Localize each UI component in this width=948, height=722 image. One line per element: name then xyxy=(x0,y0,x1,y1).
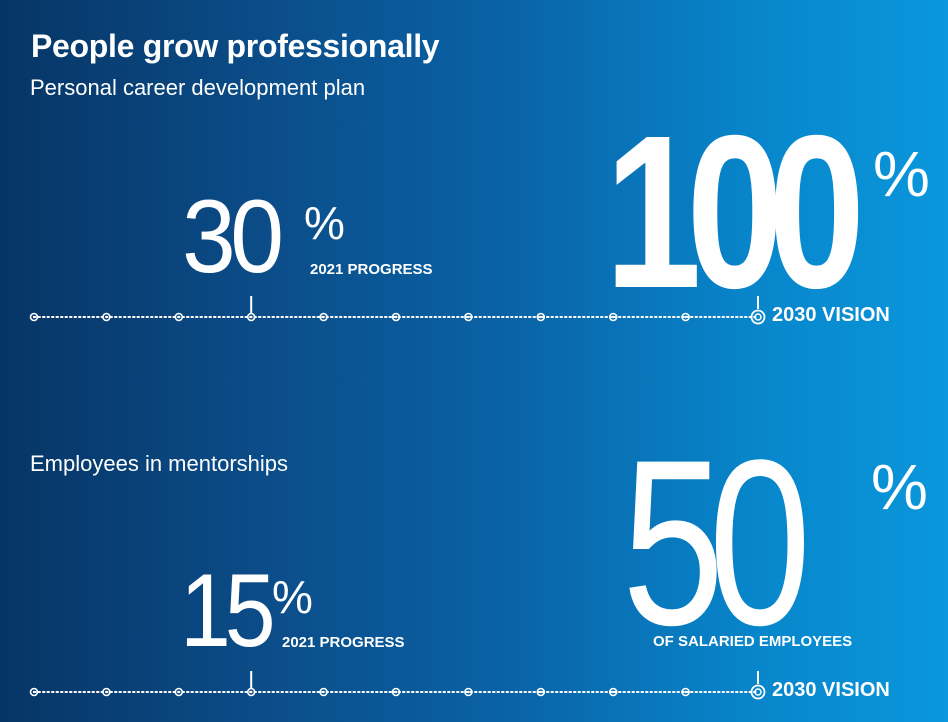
metric-2-progress-percent-symbol: % xyxy=(272,571,313,623)
metric-1-progress-percent-symbol: % xyxy=(304,197,345,249)
timeline-node xyxy=(464,312,473,322)
page-title: People grow professionally xyxy=(31,28,440,64)
timeline-node xyxy=(174,312,184,322)
timeline-node-dot xyxy=(394,315,398,319)
timeline-node xyxy=(536,687,546,697)
timeline-node-dot xyxy=(467,690,470,694)
metric-2-label: Employees in mentorships xyxy=(30,451,289,476)
timeline-node xyxy=(681,312,690,322)
timeline-node xyxy=(246,687,256,697)
metric-1-vision-percent-symbol: % xyxy=(873,138,930,210)
timeline-node-dot xyxy=(394,690,398,694)
metric-2-vision-value: 50 xyxy=(622,411,811,675)
timeline-node xyxy=(464,687,473,697)
timeline-vision-node xyxy=(750,309,766,325)
timeline-node xyxy=(608,312,618,322)
metric-1-label: Personal career development plan xyxy=(30,75,366,100)
timeline-node xyxy=(174,687,184,697)
timeline-node xyxy=(391,687,401,697)
metric-2-timeline xyxy=(29,671,766,700)
metric-1-progress-value: 30 xyxy=(182,179,284,295)
timeline-node-dot xyxy=(32,690,36,694)
timeline-node-dot xyxy=(539,690,542,694)
timeline-node-dot xyxy=(250,315,253,319)
metric-1-vision-label: 2030 VISION xyxy=(772,304,890,326)
timeline-node-dot xyxy=(684,690,687,694)
metric-2-vision-percent-symbol: % xyxy=(871,451,928,523)
timeline-node-dot xyxy=(32,315,36,319)
timeline-node-dot xyxy=(539,315,542,319)
timeline-node xyxy=(319,687,328,697)
timeline-node-dot xyxy=(105,690,108,694)
metric-2-vision-label: 2030 VISION xyxy=(772,679,890,701)
metric-1-progress-label: 2021 PROGRESS xyxy=(310,261,433,278)
timeline-node xyxy=(102,312,111,322)
timeline-node-dot xyxy=(467,315,470,319)
metric-1-vision-value: 100 xyxy=(604,91,866,334)
timeline-node xyxy=(102,687,111,697)
timeline-node xyxy=(536,312,546,322)
timeline-node-dot xyxy=(177,690,180,694)
timeline-node-dot xyxy=(684,315,687,319)
timeline-node xyxy=(29,687,39,697)
metric-2-progress-label: 2021 PROGRESS xyxy=(282,634,405,651)
timeline-vision-node xyxy=(750,684,766,700)
timeline-node xyxy=(319,312,328,322)
timeline-vision-node-inner xyxy=(754,688,762,696)
timeline-node-dot xyxy=(612,315,615,319)
timeline-node-dot xyxy=(177,315,180,319)
timeline-node-dot xyxy=(250,690,253,694)
timeline-node xyxy=(391,312,401,322)
timeline-node xyxy=(246,312,256,322)
timeline-node xyxy=(681,687,690,697)
metric-2-vision-note: OF SALARIED EMPLOYEES xyxy=(653,633,853,650)
timeline-node-dot xyxy=(105,315,108,319)
timeline-node-dot xyxy=(322,690,325,694)
timeline-node-dot xyxy=(612,690,615,694)
metric-2-progress-value: 15 xyxy=(180,553,276,669)
timeline-node xyxy=(29,312,39,322)
metric-1-timeline xyxy=(29,296,766,325)
timeline-node xyxy=(608,687,618,697)
timeline-vision-node-inner xyxy=(754,313,762,321)
timeline-node-dot xyxy=(322,315,325,319)
